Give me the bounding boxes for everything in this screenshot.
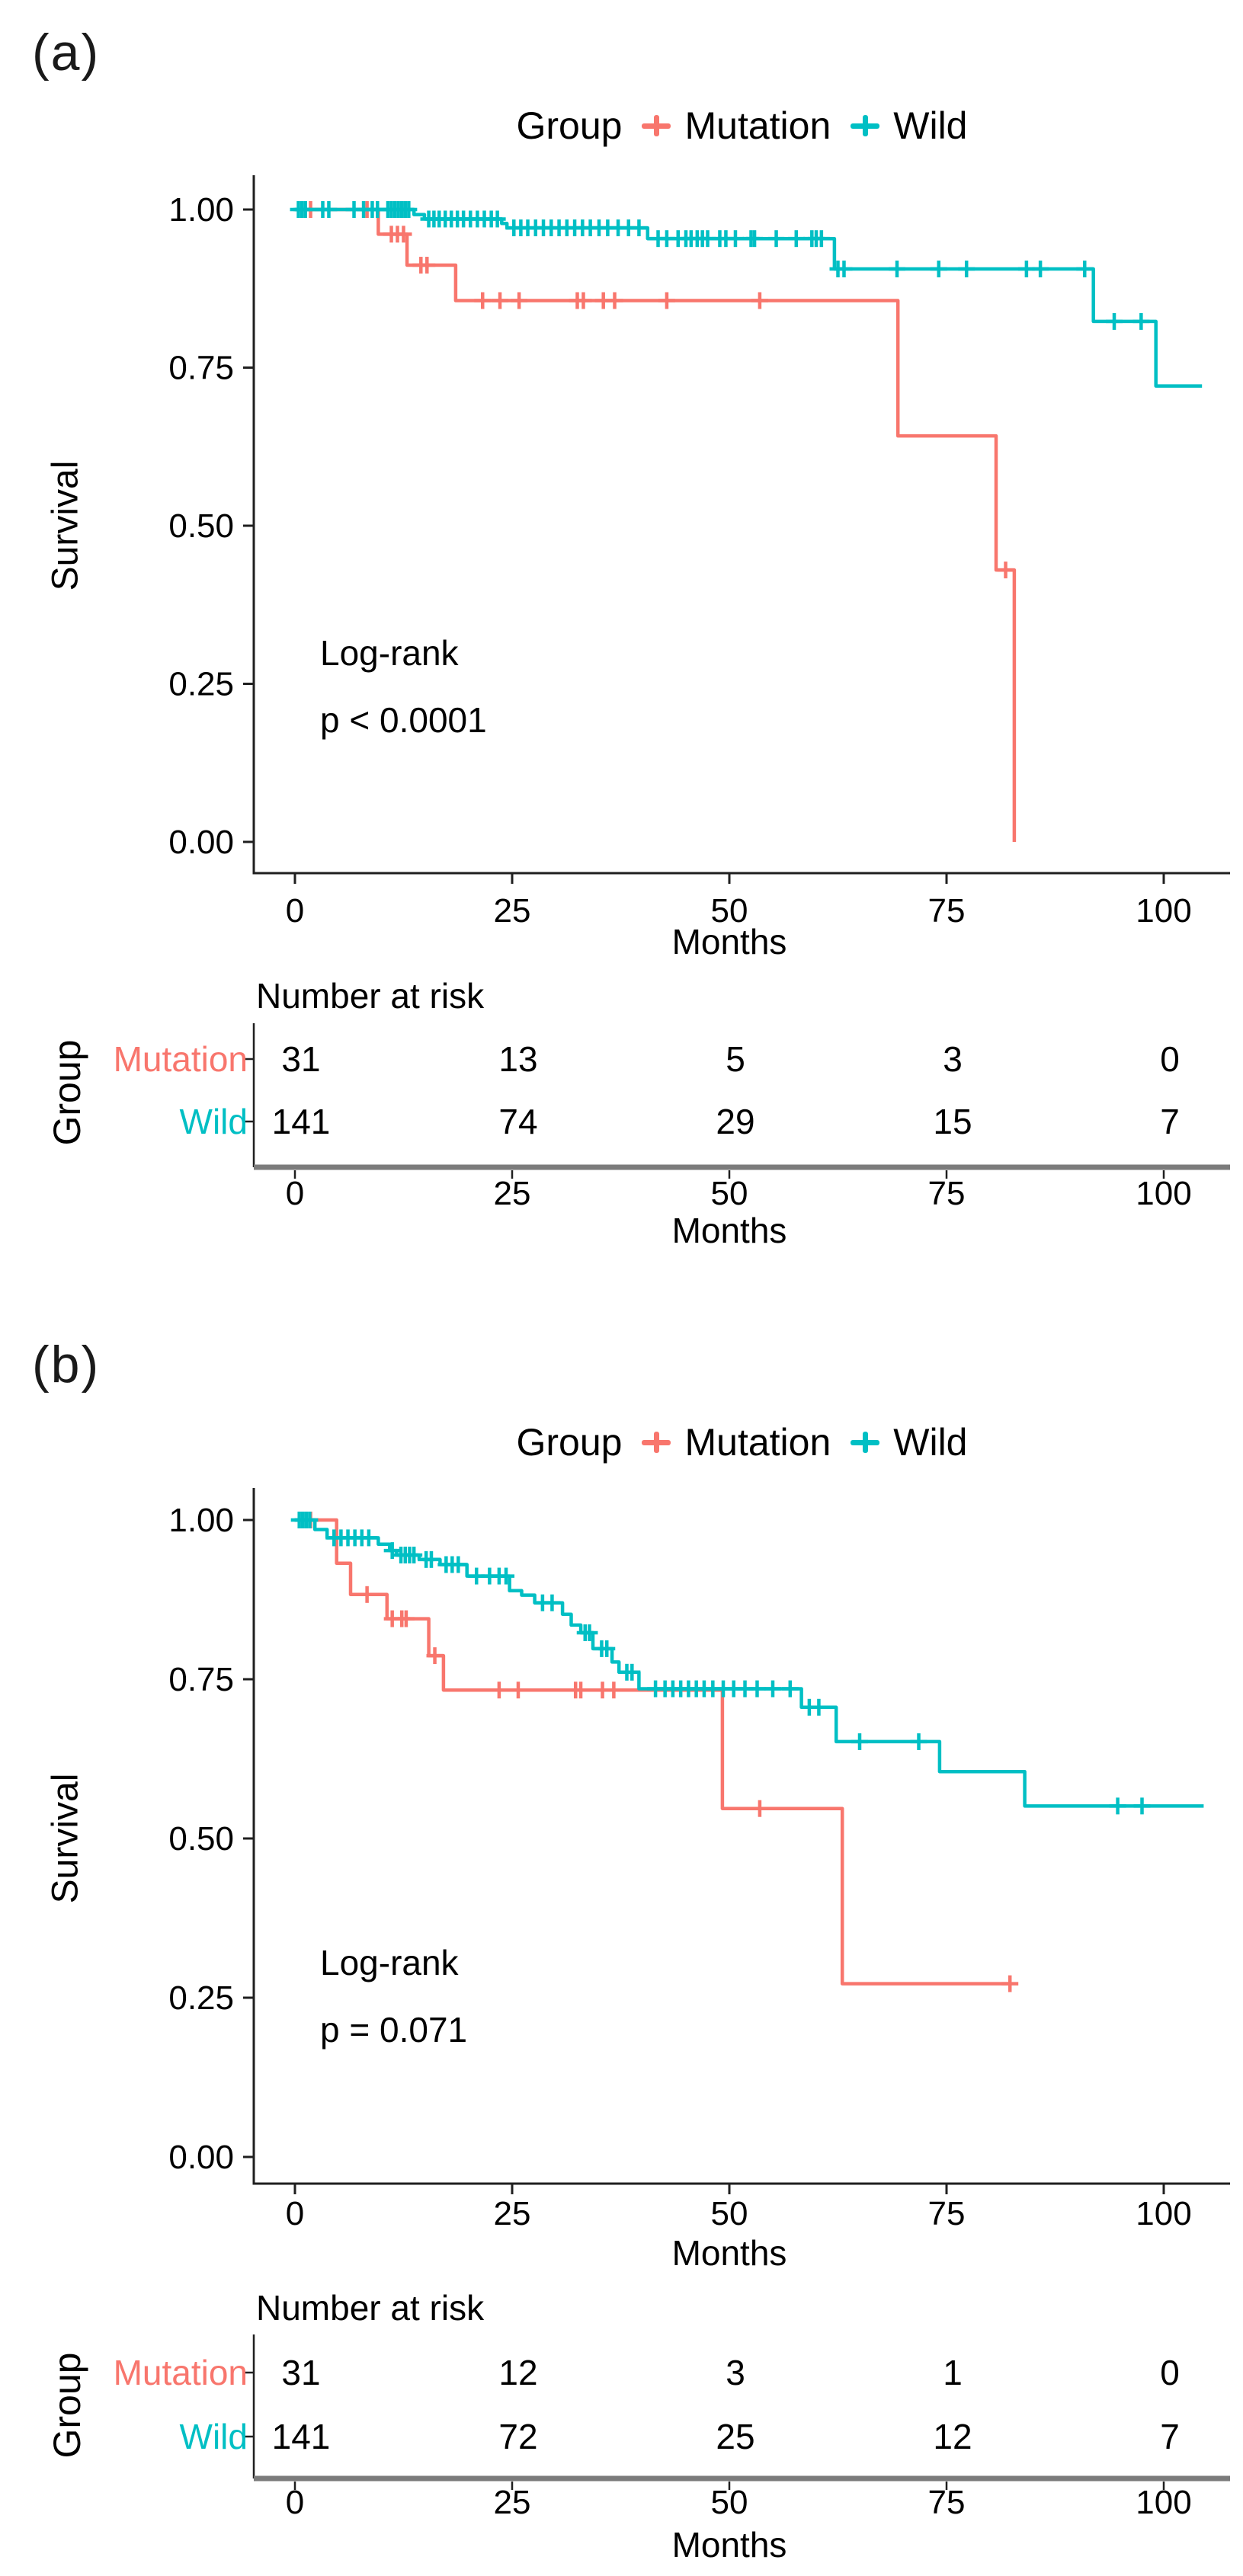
risk-x-tick-label: 25 <box>494 2484 531 2521</box>
pvalue-b: p = 0.071 <box>320 2010 468 2050</box>
x-tick-label: 0 <box>286 2195 304 2232</box>
risk-value-wild: 141 <box>272 2417 331 2456</box>
y-tick-label: 1.00 <box>168 1502 234 1539</box>
x-tick-label: 25 <box>494 892 531 930</box>
y-tick-label: 0.75 <box>168 1661 234 1698</box>
risk-group-axis-title-b: Group <box>46 2352 88 2459</box>
x-tick-label: 100 <box>1136 892 1191 930</box>
risk-value-wild: 15 <box>933 1102 972 1141</box>
mutation-plus-icon <box>642 1431 671 1454</box>
legend-label-mutation: Mutation <box>684 1421 831 1464</box>
risk-value-mutation: 3 <box>726 2353 745 2392</box>
mutation-plus-icon <box>642 114 671 137</box>
risk-value-wild: 7 <box>1160 1102 1180 1141</box>
panel-a-letter: (a) <box>32 24 101 82</box>
risk-x-axis-title-b: Months <box>671 2525 787 2565</box>
km-curve-wild <box>295 207 1203 388</box>
x-tick-label: 25 <box>494 2195 531 2232</box>
y-tick-label: 0.25 <box>168 1979 234 2017</box>
legend-label-wild: Wild <box>893 1421 968 1464</box>
y-tick-label: 0.75 <box>168 350 234 387</box>
risk-value-mutation: 0 <box>1160 1039 1180 1079</box>
risk-x-axis-title-a: Months <box>671 1211 787 1250</box>
risk-row-label-mutation-b: Mutation <box>113 2353 248 2392</box>
legend-label-wild: Wild <box>893 104 968 147</box>
y-tick-label: 0.25 <box>168 666 234 703</box>
x-axis-title-b: Months <box>671 2233 787 2273</box>
legend-title: Group <box>516 104 623 147</box>
y-tick-label: 0.50 <box>168 1820 234 1858</box>
risk-value-mutation: 31 <box>281 1039 320 1079</box>
risk-x-tick-label: 100 <box>1136 1175 1191 1212</box>
risk-x-tick-label: 100 <box>1136 2484 1191 2521</box>
risk-value-wild: 72 <box>498 2417 537 2456</box>
risk-row-label-wild-b: Wild <box>179 2417 248 2456</box>
risk-value-mutation: 12 <box>498 2353 537 2392</box>
x-tick-label: 100 <box>1136 2195 1191 2232</box>
risk-value-mutation: 3 <box>943 1039 963 1079</box>
logrank-label-a: Log-rank <box>320 633 459 673</box>
risk-row-label-wild-a: Wild <box>179 1102 248 1141</box>
y-tick-label: 1.00 <box>168 191 234 229</box>
risk-row-label-mutation-a: Mutation <box>113 1039 248 1079</box>
logrank-label-b: Log-rank <box>320 1943 459 1982</box>
risk-x-tick-label: 50 <box>711 2484 748 2521</box>
y-tick-label: 0.00 <box>168 824 234 861</box>
risk-value-wild: 29 <box>716 1102 754 1141</box>
legend-panel-a: Group Mutation Wild <box>254 104 1230 148</box>
legend-label-mutation: Mutation <box>684 104 831 147</box>
logrank-annotation-a: Log-rank p < 0.0001 <box>320 632 487 741</box>
y-tick-label: 0.00 <box>168 2139 234 2176</box>
y-tick-label: 0.50 <box>168 507 234 545</box>
risk-x-tick-label: 75 <box>928 1175 966 1212</box>
km-curve-mutation <box>295 1518 1011 1986</box>
risk-value-mutation: 31 <box>281 2353 320 2392</box>
risk-value-wild: 141 <box>272 1102 331 1141</box>
risk-x-tick-label: 0 <box>286 2484 304 2521</box>
risk-value-mutation: 1 <box>943 2353 963 2392</box>
x-tick-label: 50 <box>711 892 748 930</box>
risk-x-tick-label: 75 <box>928 2484 966 2521</box>
risk-value-wild: 74 <box>498 1102 537 1141</box>
km-curve-mutation <box>295 207 1017 842</box>
y-axis-title-a: Survival <box>45 460 86 591</box>
x-tick-label: 0 <box>286 892 304 930</box>
panel-b-letter: (b) <box>32 1336 101 1394</box>
risk-value-mutation: 13 <box>498 1039 537 1079</box>
risk-table-title-b: Number at risk <box>256 2288 485 2328</box>
x-tick-label: 50 <box>711 2195 748 2232</box>
risk-value-mutation: 0 <box>1160 2353 1180 2392</box>
x-axis-title-a: Months <box>671 922 787 962</box>
x-tick-label: 75 <box>928 892 966 930</box>
risk-x-tick-label: 0 <box>286 1175 304 1212</box>
risk-x-tick-label: 25 <box>494 1175 531 1212</box>
risk-value-wild: 25 <box>716 2417 754 2456</box>
legend-item-wild: Wild <box>851 104 967 148</box>
x-tick-label: 75 <box>928 2195 966 2232</box>
risk-value-mutation: 5 <box>726 1039 745 1079</box>
legend-title: Group <box>516 1421 623 1464</box>
risk-group-axis-title-a: Group <box>46 1039 88 1146</box>
risk-table-title-a: Number at risk <box>256 976 485 1016</box>
wild-plus-icon <box>851 114 880 137</box>
logrank-annotation-b: Log-rank p = 0.071 <box>320 1942 467 2050</box>
risk-x-tick-label: 50 <box>711 1175 748 1212</box>
wild-plus-icon <box>851 1431 880 1454</box>
legend-item-wild: Wild <box>851 1420 967 1464</box>
risk-value-wild: 12 <box>933 2417 972 2456</box>
legend-panel-b: Group Mutation Wild <box>254 1420 1230 1464</box>
legend-item-mutation: Mutation <box>642 104 831 148</box>
y-axis-title-b: Survival <box>45 1773 86 1904</box>
pvalue-a: p < 0.0001 <box>320 700 487 740</box>
risk-value-wild: 7 <box>1160 2417 1180 2456</box>
legend-item-mutation: Mutation <box>642 1420 831 1464</box>
